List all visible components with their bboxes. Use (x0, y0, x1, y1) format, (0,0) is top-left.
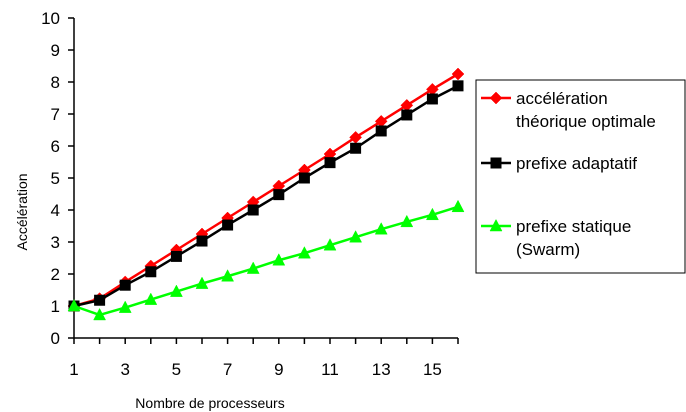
x-axis: 1 3 5 7 9 11 13 15 (69, 337, 459, 379)
y-tick-label: 10 (41, 9, 60, 28)
x-ticks: 1 3 5 7 9 11 13 15 (69, 338, 459, 379)
series-3 (67, 199, 465, 321)
data-point (169, 284, 183, 297)
data-point (145, 266, 157, 278)
legend-item: accélération théorique optimale (481, 89, 656, 131)
x-tick-label: 11 (321, 360, 339, 379)
y-tick-label: 8 (51, 73, 60, 92)
legend-swatch-marker (490, 157, 502, 169)
y-tick-label: 5 (51, 169, 60, 188)
y-tick-label: 1 (51, 297, 60, 316)
data-point (426, 93, 438, 105)
y-tick-label: 7 (51, 105, 60, 124)
data-point (298, 172, 310, 184)
legend-label: (Swarm) (516, 240, 580, 259)
series-line (73, 205, 459, 317)
y-tick-label: 0 (51, 329, 60, 348)
data-point (297, 246, 311, 259)
data-point (400, 214, 414, 228)
data-point (401, 109, 413, 121)
data-point (94, 294, 106, 306)
x-axis-title: Nombre de processeurs (135, 395, 284, 411)
data-point (118, 300, 132, 313)
data-point (247, 204, 259, 216)
y-tick-label: 9 (51, 41, 60, 60)
y-tick-label: 2 (51, 265, 60, 284)
data-point (324, 157, 336, 169)
series-2 (68, 80, 464, 312)
data-point (196, 235, 208, 247)
data-point (452, 80, 464, 92)
series-1 (67, 67, 465, 313)
data-point (195, 276, 209, 289)
data-point (119, 279, 131, 291)
legend-item: prefixe statique (Swarm) (481, 217, 631, 259)
data-point (222, 219, 234, 231)
x-tick-label: 3 (120, 360, 129, 379)
data-point (425, 207, 439, 221)
legend-box (475, 79, 686, 274)
data-point (349, 230, 363, 243)
data-point (144, 292, 158, 305)
data-point (272, 253, 286, 266)
series-line (73, 72, 459, 308)
data-point (323, 238, 337, 251)
y-ticks: 0 1 2 3 4 5 6 7 8 9 10 (41, 9, 74, 348)
data-point (350, 142, 362, 154)
x-tick-label: 1 (69, 360, 78, 379)
data-point (375, 125, 387, 137)
legend-item: prefixe adaptatif (481, 154, 637, 173)
series-line (73, 84, 459, 308)
data-point (67, 298, 81, 312)
data-point (246, 261, 260, 274)
legend-items: accélération théorique optimale prefixe ad… (481, 89, 656, 259)
x-tick-label: 5 (172, 360, 181, 379)
legend-label: accélération (516, 89, 608, 108)
legend-swatch-marker (489, 91, 503, 105)
data-point (273, 189, 285, 201)
y-axis: 0 1 2 3 4 5 6 7 8 9 10 (41, 9, 75, 348)
legend-label: théorique optimale (516, 112, 656, 131)
legend-label: prefixe statique (516, 217, 631, 236)
data-point (93, 307, 107, 321)
data-point (451, 67, 465, 81)
x-tick-label: 7 (223, 360, 232, 379)
legend-label: prefixe adaptatif (516, 154, 637, 173)
series-layer (67, 67, 465, 321)
y-axis-title: Accélération (14, 173, 30, 250)
x-tick-label: 15 (423, 360, 442, 379)
y-tick-label: 4 (51, 201, 60, 220)
x-tick-label: 9 (274, 360, 283, 379)
data-point (374, 222, 388, 235)
data-point (170, 250, 182, 262)
legend-swatch-marker (489, 218, 503, 232)
y-tick-label: 6 (51, 137, 60, 156)
x-tick-label: 13 (372, 360, 391, 379)
data-point (221, 269, 235, 282)
legend: accélération théorique optimale prefixe ad… (475, 79, 686, 274)
y-tick-label: 3 (51, 233, 60, 252)
data-point (451, 199, 465, 213)
